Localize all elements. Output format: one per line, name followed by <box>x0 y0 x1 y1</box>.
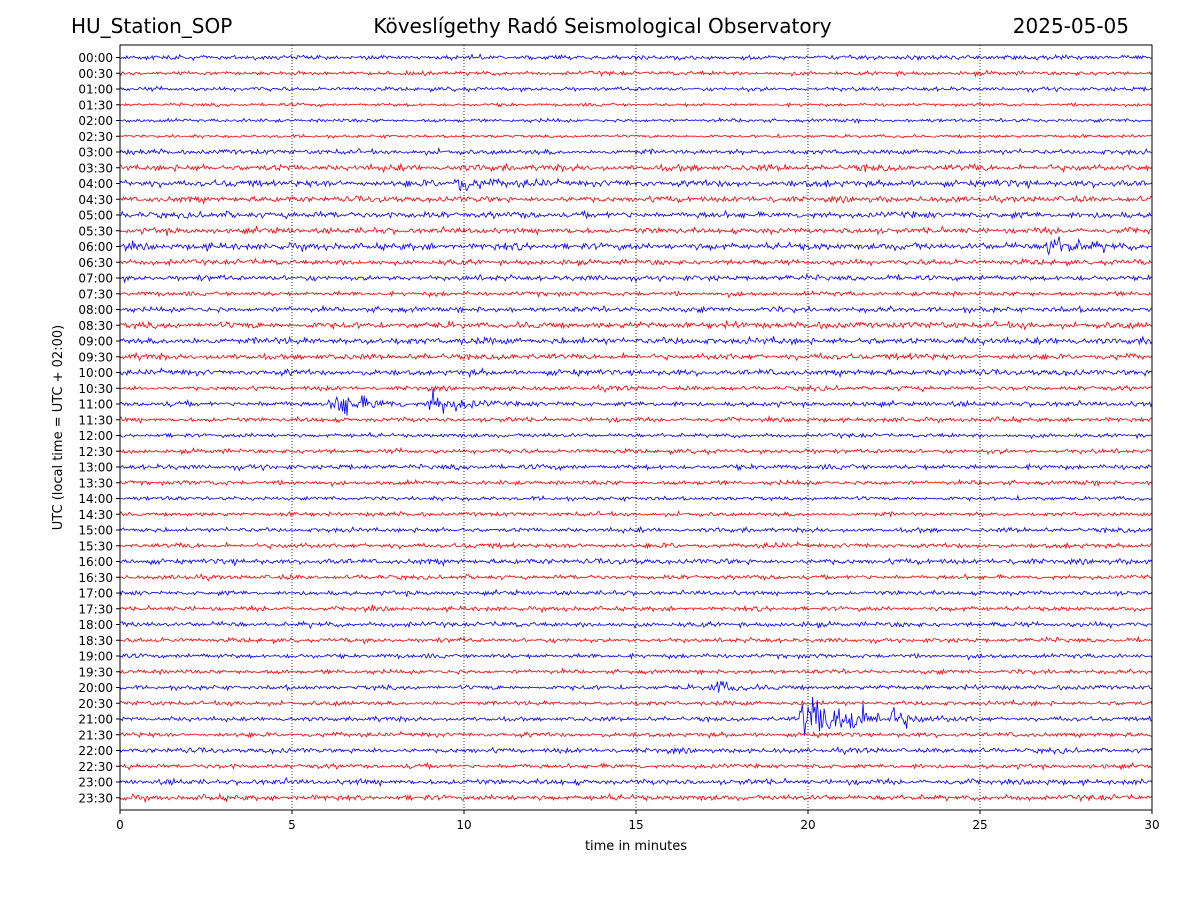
y-tick-label: 18:30 <box>78 634 113 648</box>
x-tick-label: 0 <box>116 818 124 832</box>
y-tick-label: 01:30 <box>78 98 113 112</box>
y-tick-label: 05:00 <box>78 209 113 223</box>
trace-row-0500 <box>119 209 1153 220</box>
y-tick-label: 17:30 <box>78 602 113 616</box>
y-tick-label: 10:00 <box>78 366 113 380</box>
y-tick-label: 06:30 <box>78 256 113 270</box>
y-tick-label: 07:00 <box>78 272 113 286</box>
x-axis-label: time in minutes <box>585 839 687 854</box>
y-tick-label: 22:30 <box>78 760 113 774</box>
trace-row-1030 <box>119 384 1153 394</box>
trace-row-1900 <box>119 652 1153 661</box>
trace-row-0300 <box>119 146 1153 157</box>
y-tick-label: 03:00 <box>78 146 113 160</box>
trace-row-0830 <box>119 319 1153 331</box>
trace-row-0900 <box>119 335 1153 347</box>
trace-row-0230 <box>119 133 1153 140</box>
trace-row-1130 <box>119 415 1153 425</box>
trace-row-1100 <box>119 388 1153 416</box>
y-tick-label: 11:30 <box>78 413 113 427</box>
trace-row-0430 <box>119 194 1153 206</box>
y-tick-label: 00:30 <box>78 67 113 81</box>
y-tick-label: 15:00 <box>78 524 113 538</box>
y-tick-label: 08:00 <box>78 303 113 317</box>
trace-row-0930 <box>119 351 1153 362</box>
y-tick-label: 12:00 <box>78 429 113 443</box>
trace-row-1800 <box>119 620 1153 630</box>
y-tick-label: 15:30 <box>78 539 113 553</box>
y-tick-label: 10:30 <box>78 382 113 396</box>
y-tick-label: 17:00 <box>78 587 113 601</box>
y-tick-label: 09:30 <box>78 350 113 364</box>
y-tick-label: 02:00 <box>78 114 113 128</box>
x-tick-label: 20 <box>800 818 815 832</box>
y-tick-label: 01:00 <box>78 83 113 97</box>
y-tick-label: 04:00 <box>78 177 113 191</box>
station-title: HU_Station_SOP <box>71 14 233 38</box>
y-tick-label: 22:00 <box>78 744 113 758</box>
y-tick-label: 13:30 <box>78 476 113 490</box>
trace-row-0130 <box>119 101 1153 108</box>
trace-row-1500 <box>119 525 1153 535</box>
x-axis-ticks: 0 5 10 15 20 25 30 <box>116 810 1160 832</box>
y-tick-label: 14:30 <box>78 508 113 522</box>
chart-title: Köveslígethy Radó Seismological Observat… <box>373 14 832 38</box>
y-tick-label: 16:30 <box>78 571 113 585</box>
y-axis-label: UTC (local time = UTC + 02:00) <box>51 325 66 530</box>
y-tick-label: 23:00 <box>78 776 113 790</box>
y-tick-label: 09:00 <box>78 335 113 349</box>
x-tick-label: 5 <box>288 818 296 832</box>
y-tick-label: 08:30 <box>78 319 113 333</box>
y-tick-label: 20:00 <box>78 681 113 695</box>
y-tick-label: 13:00 <box>78 461 113 475</box>
y-tick-label: 19:00 <box>78 650 113 664</box>
y-tick-label: 16:00 <box>78 555 113 569</box>
y-tick-label: 18:00 <box>78 618 113 632</box>
y-tick-label: 12:30 <box>78 445 113 459</box>
y-tick-label: 21:30 <box>78 728 113 742</box>
y-tick-label: 19:30 <box>78 665 113 679</box>
y-tick-label: 02:30 <box>78 130 113 144</box>
seismic-traces <box>119 53 1153 804</box>
y-tick-label: 11:00 <box>78 398 113 412</box>
y-tick-label: 06:00 <box>78 240 113 254</box>
trace-row-1730 <box>119 604 1153 614</box>
trace-row-0100 <box>119 85 1153 94</box>
trace-row-2300 <box>119 776 1153 788</box>
x-tick-label: 10 <box>456 818 471 832</box>
y-tick-label: 05:30 <box>78 224 113 238</box>
trace-row-1430 <box>119 510 1153 518</box>
y-tick-label: 21:00 <box>78 713 113 727</box>
y-tick-label: 14:00 <box>78 492 113 506</box>
grid-lines <box>291 45 981 810</box>
x-tick-label: 25 <box>972 818 987 832</box>
x-tick-label: 15 <box>628 818 643 832</box>
trace-row-1400 <box>119 494 1153 503</box>
y-tick-label: 04:30 <box>78 193 113 207</box>
trace-row-0700 <box>119 273 1153 284</box>
date-title: 2025-05-05 <box>1012 14 1129 38</box>
y-tick-label: 07:30 <box>78 287 113 301</box>
y-tick-label: 00:00 <box>78 51 113 65</box>
x-tick-label: 30 <box>1144 818 1159 832</box>
y-tick-label: 20:30 <box>78 697 113 711</box>
trace-row-1700 <box>119 588 1153 598</box>
trace-row-0600 <box>119 236 1153 256</box>
y-tick-label: 23:30 <box>78 791 113 805</box>
y-tick-label: 03:30 <box>78 161 113 175</box>
